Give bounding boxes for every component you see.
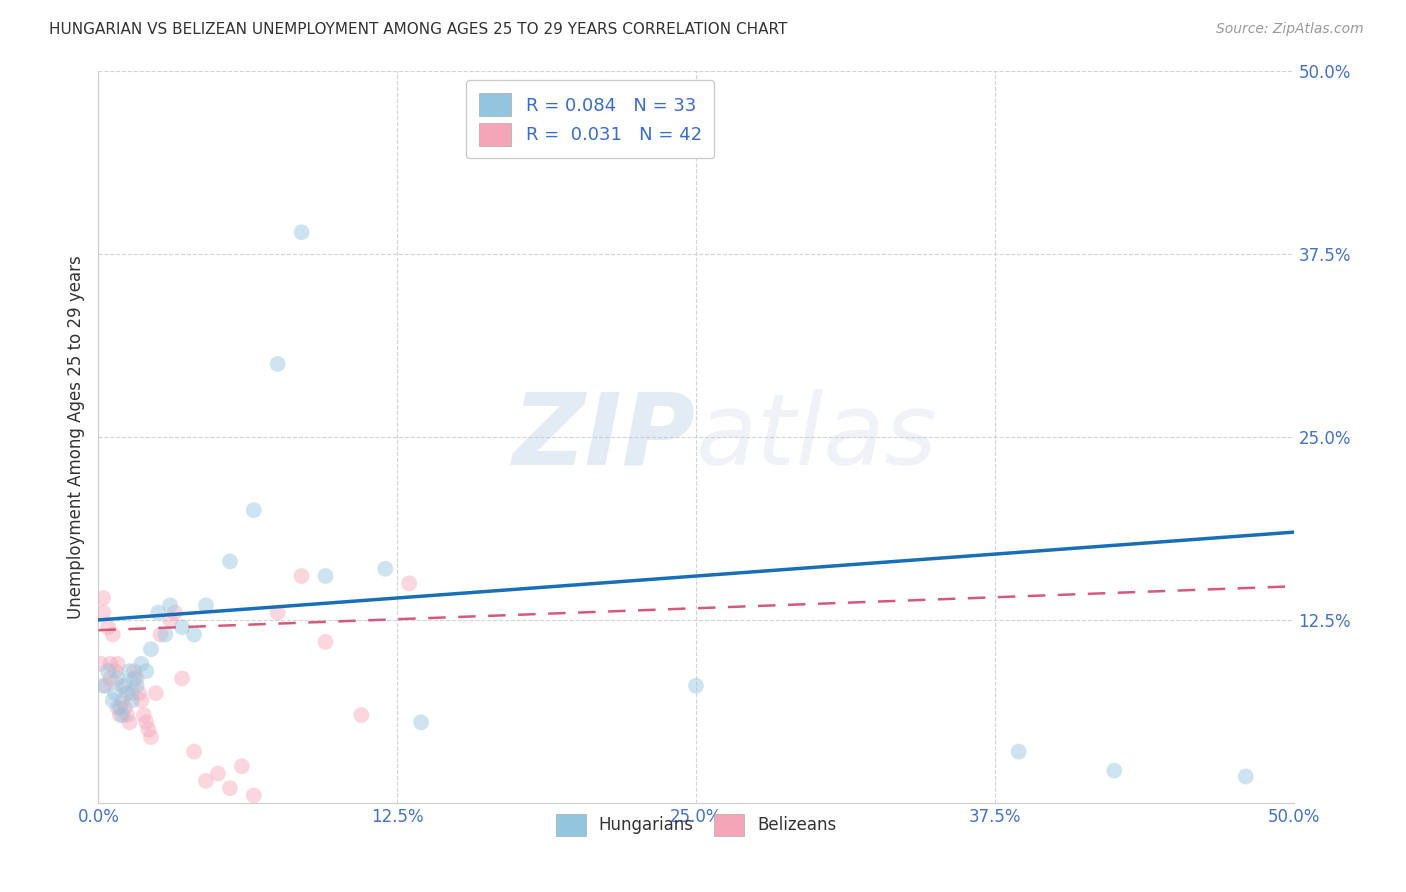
Point <box>107 657 129 671</box>
Point <box>243 789 266 803</box>
Point <box>163 606 186 620</box>
Point <box>350 708 373 723</box>
Point <box>131 657 153 671</box>
Point <box>111 679 134 693</box>
Point <box>104 664 127 678</box>
Point <box>1008 745 1031 759</box>
Point <box>98 657 122 671</box>
Text: atlas: atlas <box>696 389 938 485</box>
Point <box>1234 769 1257 783</box>
Point <box>114 679 136 693</box>
Point <box>149 627 172 641</box>
Point <box>114 700 136 714</box>
Point <box>108 700 131 714</box>
Point <box>91 591 114 605</box>
Point <box>291 569 314 583</box>
Point <box>121 686 143 700</box>
Point <box>148 606 170 620</box>
Text: Source: ZipAtlas.com: Source: ZipAtlas.com <box>1216 22 1364 37</box>
Point <box>291 225 314 239</box>
Point <box>94 679 117 693</box>
Point <box>91 606 114 620</box>
Point <box>108 708 131 723</box>
Point <box>267 357 290 371</box>
Point <box>267 606 290 620</box>
Point <box>98 672 122 686</box>
Point <box>195 599 218 613</box>
Point <box>104 686 127 700</box>
Point <box>219 554 242 568</box>
Point <box>159 599 181 613</box>
Point <box>183 627 205 641</box>
Text: ZIP: ZIP <box>513 389 696 485</box>
Point <box>107 672 129 686</box>
Point <box>172 620 194 634</box>
Point <box>207 766 229 780</box>
Point <box>90 657 112 671</box>
Point <box>115 708 138 723</box>
Point <box>107 700 129 714</box>
Point <box>124 672 146 686</box>
Point <box>139 642 162 657</box>
Point <box>115 686 138 700</box>
Point <box>111 693 134 707</box>
Point <box>374 562 396 576</box>
Point <box>135 664 157 678</box>
Point <box>145 686 167 700</box>
Y-axis label: Unemployment Among Ages 25 to 29 years: Unemployment Among Ages 25 to 29 years <box>66 255 84 619</box>
Point <box>172 672 194 686</box>
Point <box>97 620 120 634</box>
Point <box>139 730 162 744</box>
Point <box>111 708 134 723</box>
Point <box>411 715 433 730</box>
Point <box>195 773 218 788</box>
Point <box>124 664 146 678</box>
Point <box>101 693 124 707</box>
Point <box>155 627 177 641</box>
Point <box>315 569 337 583</box>
Point <box>128 686 150 700</box>
Point <box>121 693 143 707</box>
Point <box>231 759 253 773</box>
Point <box>159 613 181 627</box>
Point <box>183 745 205 759</box>
Point <box>138 723 160 737</box>
Legend: Hungarians, Belizeans: Hungarians, Belizeans <box>546 805 846 846</box>
Point <box>1104 764 1126 778</box>
Point <box>132 708 155 723</box>
Point <box>398 576 420 591</box>
Point <box>685 679 707 693</box>
Point <box>219 781 242 796</box>
Point <box>135 715 157 730</box>
Point <box>125 679 148 693</box>
Point <box>125 672 148 686</box>
Text: HUNGARIAN VS BELIZEAN UNEMPLOYMENT AMONG AGES 25 TO 29 YEARS CORRELATION CHART: HUNGARIAN VS BELIZEAN UNEMPLOYMENT AMONG… <box>49 22 787 37</box>
Point <box>101 627 124 641</box>
Point <box>118 664 141 678</box>
Point <box>118 715 141 730</box>
Point <box>91 679 114 693</box>
Point <box>131 693 153 707</box>
Point <box>97 664 120 678</box>
Point <box>243 503 266 517</box>
Point <box>315 635 337 649</box>
